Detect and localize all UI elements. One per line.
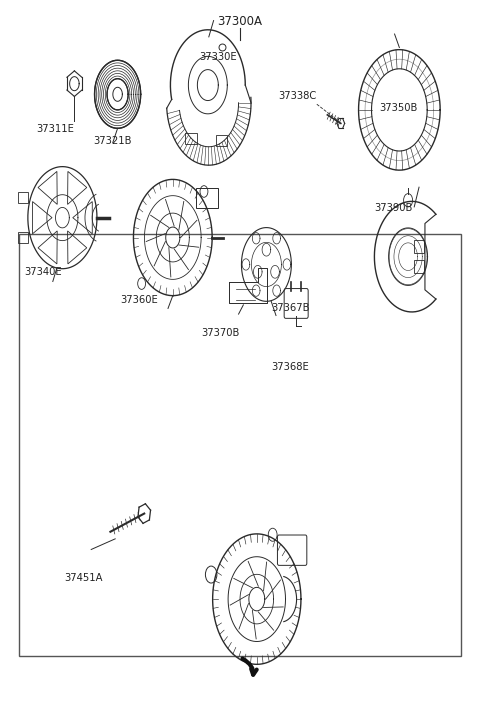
Text: 37451A: 37451A	[65, 573, 103, 583]
Text: 37340E: 37340E	[24, 267, 62, 277]
Text: 37321B: 37321B	[94, 136, 132, 146]
Bar	[19, 234, 461, 656]
Text: 37370B: 37370B	[202, 328, 240, 338]
Bar	[216, 135, 227, 146]
Text: 37311E: 37311E	[36, 124, 74, 134]
Text: 37338C: 37338C	[278, 91, 317, 101]
Bar	[185, 133, 197, 144]
Bar	[18, 232, 28, 243]
Text: 37390B: 37390B	[374, 203, 413, 213]
Bar	[196, 188, 218, 208]
Text: 37367B: 37367B	[271, 303, 310, 313]
Text: 37300A: 37300A	[217, 15, 263, 28]
Text: 37368E: 37368E	[272, 362, 309, 372]
Bar	[414, 260, 424, 273]
Text: 37330E: 37330E	[200, 52, 237, 62]
Text: 37360E: 37360E	[120, 295, 158, 305]
Bar	[414, 240, 424, 253]
Bar	[18, 192, 28, 203]
Text: 37350B: 37350B	[379, 104, 418, 113]
